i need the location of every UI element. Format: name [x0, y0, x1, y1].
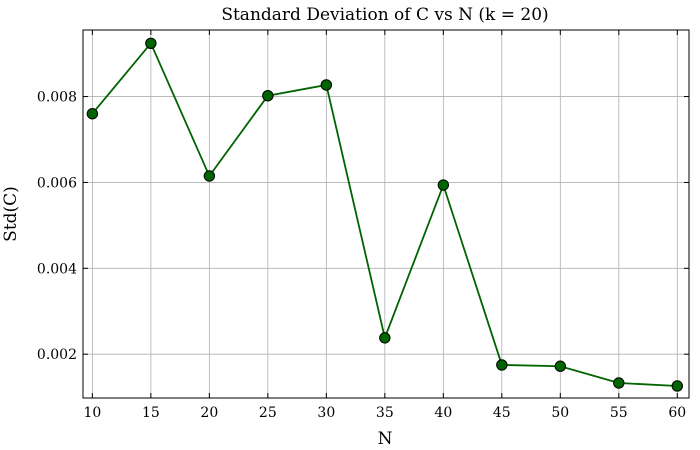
- data-point: [671, 380, 684, 392]
- data-point: [496, 359, 508, 371]
- y-tick-label: 0.004: [37, 261, 77, 277]
- y-tick-label: 0.002: [37, 347, 77, 363]
- y-tick-label: 0.006: [37, 175, 77, 191]
- x-tick-label: 45: [493, 405, 511, 421]
- x-tick-label: 55: [610, 405, 628, 421]
- data-point: [320, 79, 333, 91]
- x-tick-label: 20: [200, 405, 218, 421]
- y-axis-label: Std(C): [1, 186, 21, 242]
- plot-frame: [82, 29, 690, 399]
- data-point: [437, 179, 450, 191]
- data-point: [86, 108, 99, 120]
- data-point: [379, 332, 391, 344]
- series: [86, 37, 684, 392]
- x-axis-label: N: [378, 429, 393, 449]
- x-tick-label: 50: [551, 405, 569, 421]
- grid: [83, 30, 689, 398]
- x-tick-label: 30: [317, 405, 335, 421]
- y-tick-label: 0.008: [37, 90, 77, 106]
- x-tick-label: 35: [376, 405, 394, 421]
- x-tick-label: 60: [668, 405, 686, 421]
- data-point: [554, 360, 567, 372]
- chart-title: Standard Deviation of C vs N (k = 20): [221, 5, 548, 25]
- data-point: [145, 37, 157, 50]
- x-tick-label: 15: [142, 405, 160, 421]
- x-tick-label: 10: [83, 405, 101, 421]
- x-tick-label: 40: [434, 405, 452, 421]
- data-point: [613, 377, 625, 389]
- x-tick-label: 25: [259, 405, 277, 421]
- data-point: [262, 89, 274, 102]
- axes: 10 15 20 25 30 35 40 45 50 55 60 0.002 0.004 0.006 0.0…: [37, 29, 690, 421]
- data-point: [203, 170, 216, 182]
